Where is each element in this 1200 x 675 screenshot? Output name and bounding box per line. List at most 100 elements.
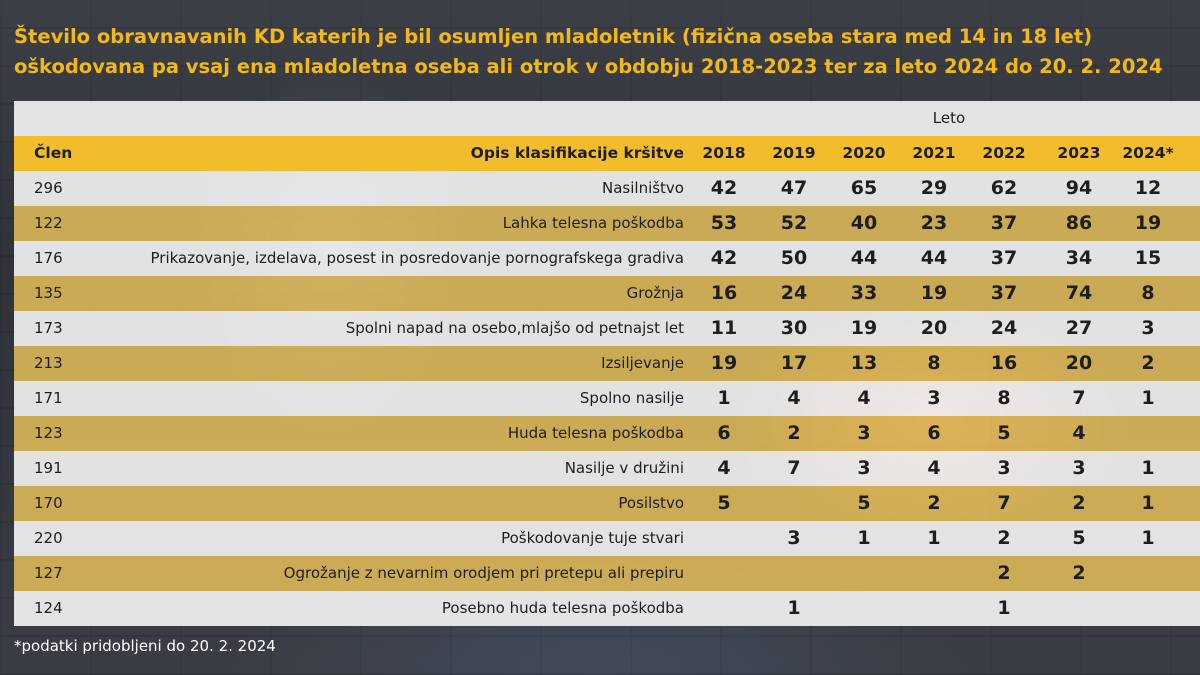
row-value-2022: 62 xyxy=(990,177,1018,199)
row-value-2021: 1 xyxy=(927,527,941,549)
table-row: 296 Nasilništvo 42 47 65 29 62 94 12 xyxy=(14,171,1200,206)
row-value-2021: 20 xyxy=(920,317,948,339)
row-value-2019: 52 xyxy=(780,212,808,234)
chart-title: Število obravnavanih KD katerih je bil o… xyxy=(14,22,1194,82)
row-value-2019: 4 xyxy=(787,387,801,409)
row-clen: 123 xyxy=(34,424,63,442)
header-clen: Člen xyxy=(34,144,73,162)
row-value-2024 xyxy=(1118,556,1178,591)
row-value-2019: 30 xyxy=(780,317,808,339)
table-row: 191 Nasilje v družini 4 7 3 4 3 3 1 xyxy=(14,451,1200,486)
row-opis: Nasilje v družini xyxy=(564,459,684,477)
header-year-6: 2024* xyxy=(1122,144,1174,162)
row-value-2024: 19 xyxy=(1134,212,1162,234)
row-value-2022: 8 xyxy=(997,387,1011,409)
table-row: 176 Prikazovanje, izdelava, posest in pos… xyxy=(14,241,1200,276)
row-value-2024: 1 xyxy=(1141,527,1155,549)
row-value-2019: 24 xyxy=(780,282,808,304)
row-value-2022: 2 xyxy=(997,562,1011,584)
row-value-2019: 3 xyxy=(787,527,801,549)
row-value-2022: 16 xyxy=(990,352,1018,374)
row-value-2019 xyxy=(764,556,824,591)
row-opis: Poškodovanje tuje stvari xyxy=(501,529,684,547)
row-value-2020: 19 xyxy=(850,317,878,339)
row-opis: Prikazovanje, izdelava, posest in posred… xyxy=(150,249,684,267)
row-value-2022: 1 xyxy=(997,597,1011,619)
row-value-2018: 6 xyxy=(717,422,731,444)
year-group-row: Leto xyxy=(14,101,1200,136)
table-row: 135 Grožnja 16 24 33 19 37 74 8 xyxy=(14,276,1200,311)
row-clen: 122 xyxy=(34,214,63,232)
row-value-2023: 4 xyxy=(1072,422,1086,444)
row-value-2018: 19 xyxy=(710,352,738,374)
row-clen: 220 xyxy=(34,529,63,547)
row-opis: Ogrožanje z nevarnim orodjem pri pretepu… xyxy=(283,564,684,582)
row-value-2022: 2 xyxy=(997,527,1011,549)
row-value-2023: 2 xyxy=(1072,492,1086,514)
row-clen: 170 xyxy=(34,494,63,512)
row-opis: Izsiljevanje xyxy=(601,354,684,372)
row-value-2019: 7 xyxy=(787,457,801,479)
header-year-4: 2022 xyxy=(982,144,1026,162)
row-value-2022: 5 xyxy=(997,422,1011,444)
row-value-2022: 37 xyxy=(990,212,1018,234)
row-value-2022: 24 xyxy=(990,317,1018,339)
row-value-2023: 5 xyxy=(1072,527,1086,549)
table-row: 213 Izsiljevanje 19 17 13 8 16 20 2 xyxy=(14,346,1200,381)
row-clen: 191 xyxy=(34,459,63,477)
row-value-2021 xyxy=(904,591,964,626)
row-value-2024: 1 xyxy=(1141,492,1155,514)
row-value-2018: 11 xyxy=(710,317,738,339)
row-value-2024: 12 xyxy=(1134,177,1162,199)
row-value-2022: 37 xyxy=(990,282,1018,304)
row-value-2022: 3 xyxy=(997,457,1011,479)
row-value-2023: 94 xyxy=(1065,177,1093,199)
row-value-2024: 8 xyxy=(1141,282,1155,304)
table-row: 173 Spolni napad na osebo,mlajšo od petna… xyxy=(14,311,1200,346)
row-value-2024: 15 xyxy=(1134,247,1162,269)
footnote: *podatki pridobljeni do 20. 2. 2024 xyxy=(14,637,276,655)
row-clen: 176 xyxy=(34,249,63,267)
row-value-2021: 29 xyxy=(920,177,948,199)
row-value-2023: 3 xyxy=(1072,457,1086,479)
title-line-1: Število obravnavanih KD katerih je bil o… xyxy=(14,25,1093,48)
row-opis: Posilstvo xyxy=(618,494,684,512)
row-value-2019: 1 xyxy=(787,597,801,619)
row-opis: Lahka telesna poškodba xyxy=(502,214,684,232)
header-year-0: 2018 xyxy=(702,144,746,162)
row-value-2021: 23 xyxy=(920,212,948,234)
row-value-2024: 3 xyxy=(1141,317,1155,339)
row-value-2021: 3 xyxy=(927,387,941,409)
row-clen: 124 xyxy=(34,599,63,617)
row-value-2021: 19 xyxy=(920,282,948,304)
header-opis: Opis klasifikacije kršitve xyxy=(470,144,684,162)
row-value-2021: 2 xyxy=(927,492,941,514)
row-value-2018: 42 xyxy=(710,247,738,269)
row-value-2023: 27 xyxy=(1065,317,1093,339)
row-value-2020: 1 xyxy=(857,527,871,549)
row-value-2018: 4 xyxy=(717,457,731,479)
header-year-2: 2020 xyxy=(842,144,886,162)
row-clen: 135 xyxy=(34,284,63,302)
row-opis: Spolno nasilje xyxy=(579,389,684,407)
row-opis: Spolni napad na osebo,mlajšo od petnajst… xyxy=(345,319,684,337)
row-value-2018 xyxy=(694,521,754,556)
row-value-2018: 5 xyxy=(717,492,731,514)
row-value-2023: 20 xyxy=(1065,352,1093,374)
table-row: 124 Posebno huda telesna poškodba 1 1 xyxy=(14,591,1200,626)
row-opis: Grožnja xyxy=(626,284,684,302)
row-value-2020: 44 xyxy=(850,247,878,269)
table-row: 123 Huda telesna poškodba 6 2 3 6 5 4 xyxy=(14,416,1200,451)
row-value-2019: 2 xyxy=(787,422,801,444)
row-opis: Huda telesna poškodba xyxy=(507,424,684,442)
row-value-2020: 3 xyxy=(857,422,871,444)
row-clen: 171 xyxy=(34,389,63,407)
row-value-2023 xyxy=(1049,591,1109,626)
table-row: 171 Spolno nasilje 1 4 4 3 8 7 1 xyxy=(14,381,1200,416)
row-value-2020 xyxy=(834,591,894,626)
row-opis: Nasilništvo xyxy=(602,179,684,197)
header-year-3: 2021 xyxy=(912,144,956,162)
header-year-5: 2023 xyxy=(1057,144,1101,162)
row-value-2021: 6 xyxy=(927,422,941,444)
table-row: 220 Poškodovanje tuje stvari 3 1 1 2 5 1 xyxy=(14,521,1200,556)
